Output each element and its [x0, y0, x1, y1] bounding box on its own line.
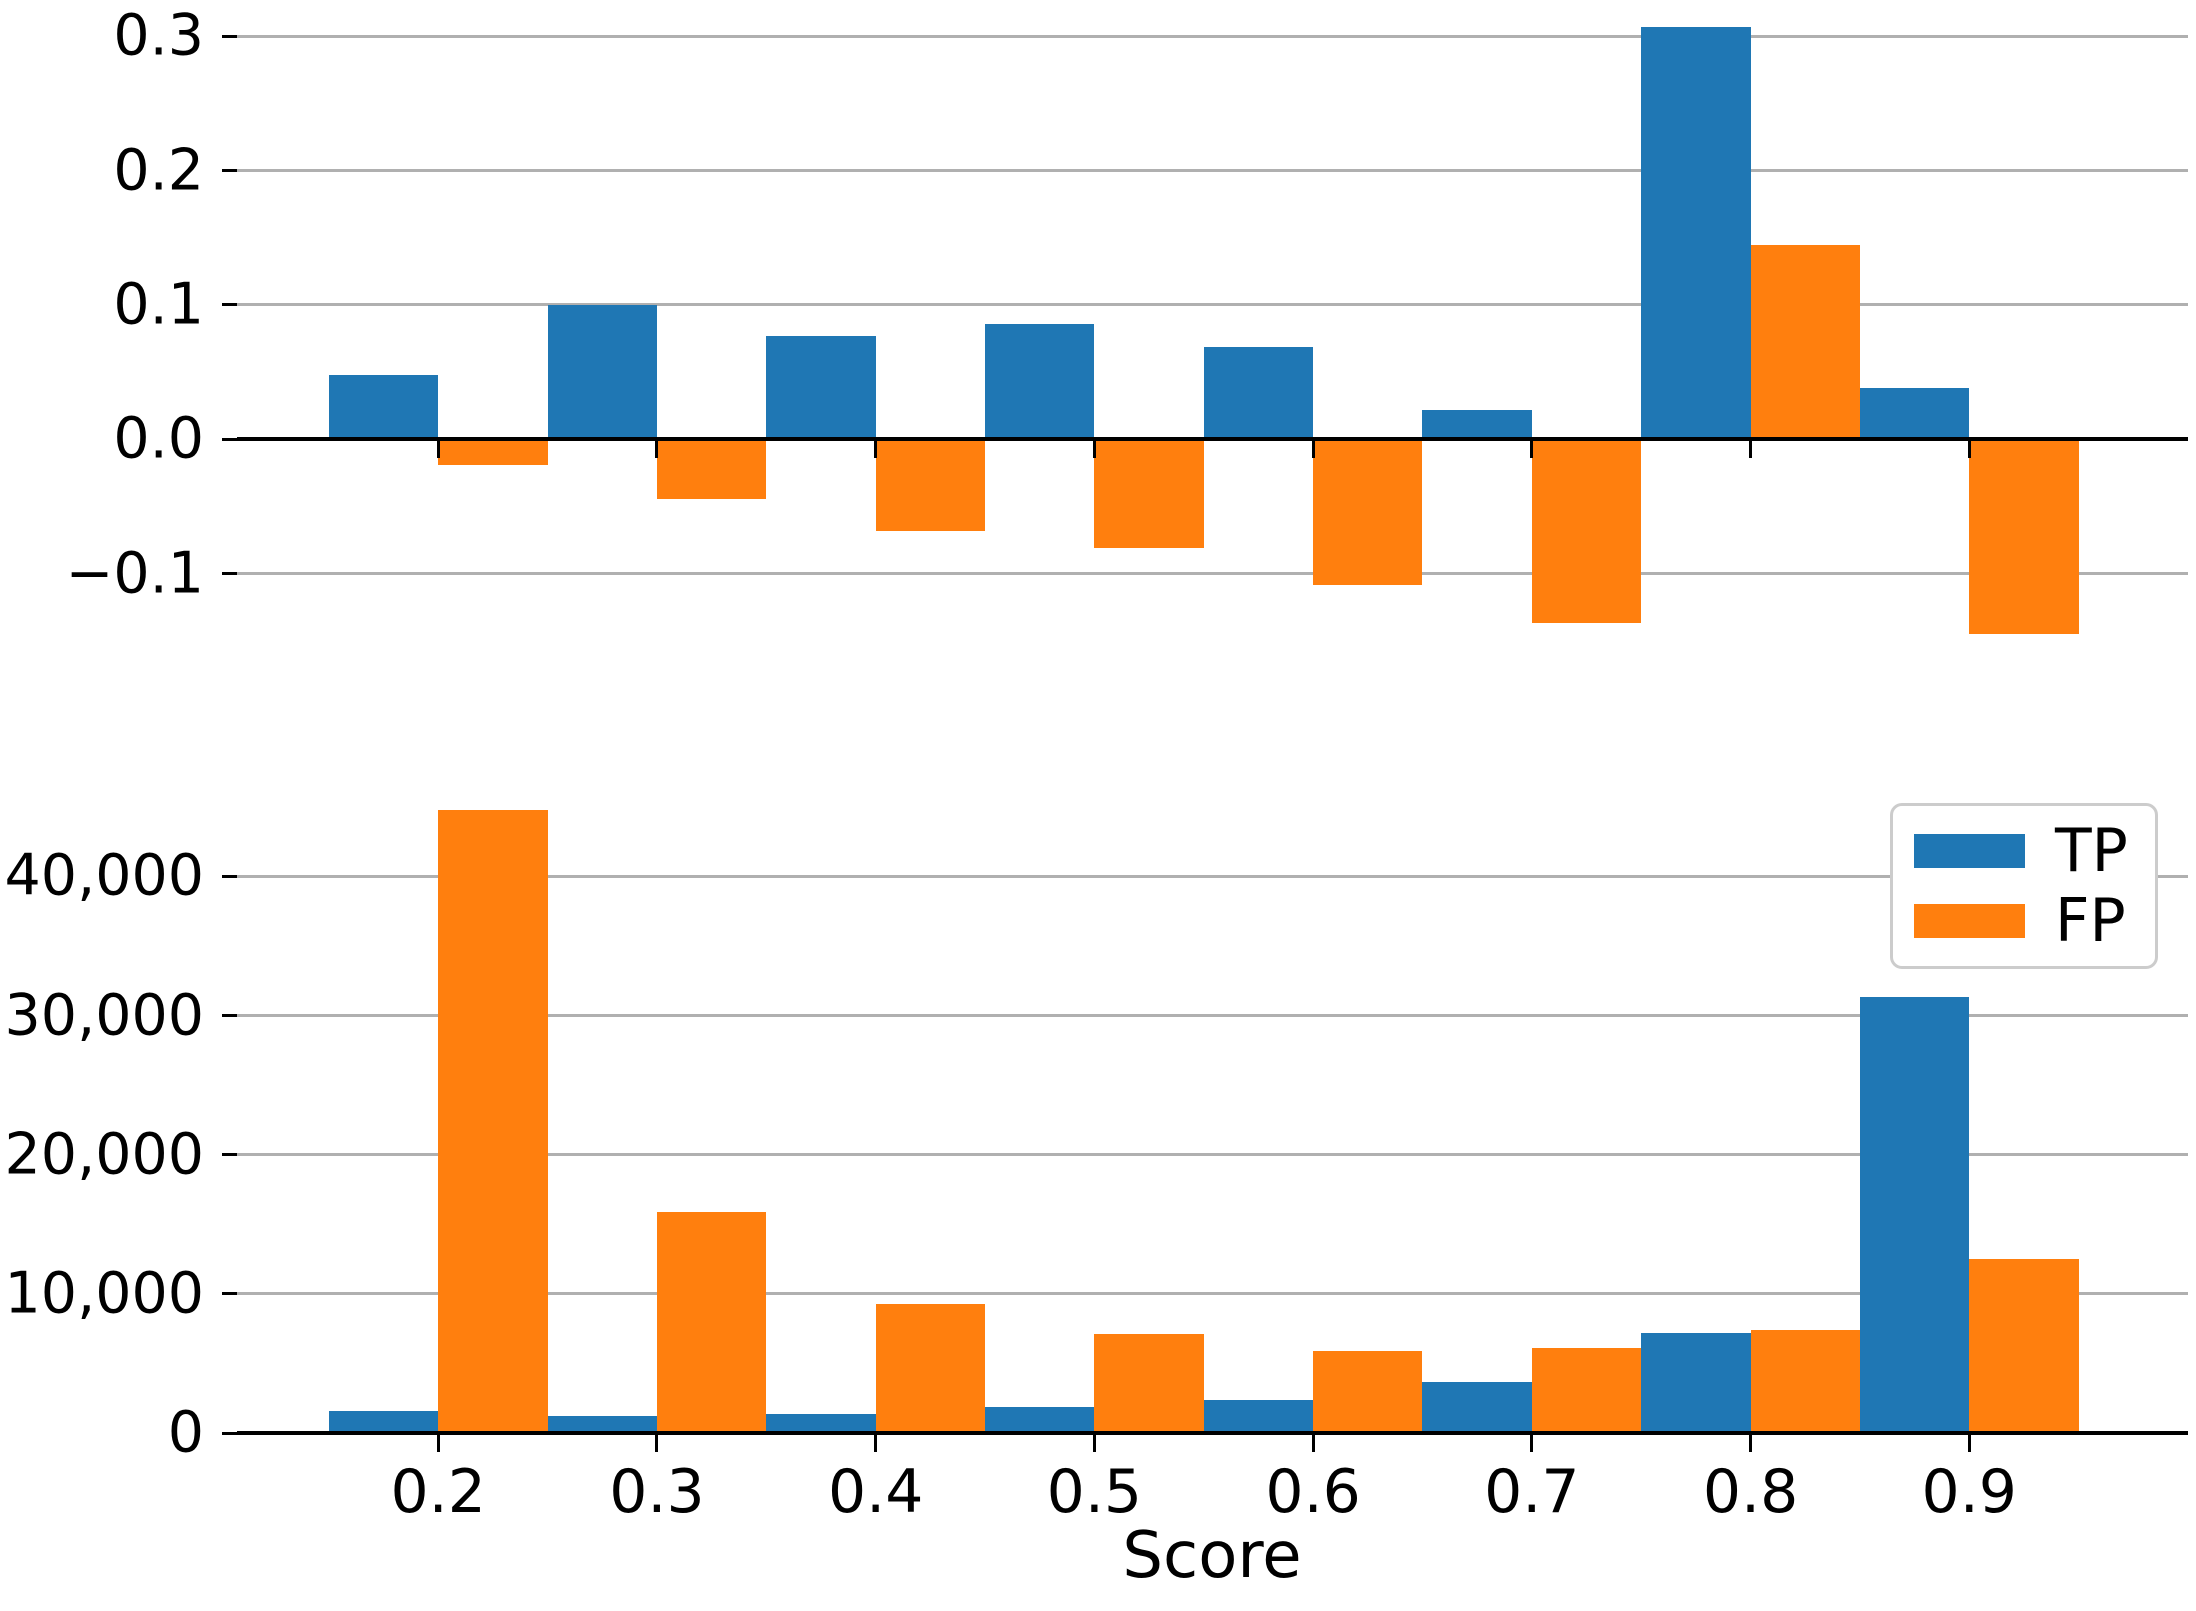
gridline-y-10,000	[237, 1292, 2188, 1296]
bar-fp-0.6	[1313, 1350, 1423, 1433]
x-tick-label-0.7: 0.7	[1484, 1457, 1580, 1527]
gridline-y-0.1	[237, 303, 2188, 307]
bar-fp-0.5	[1094, 439, 1204, 549]
bar-tp-0.4	[766, 1413, 876, 1433]
legend-box: TP FP	[1890, 803, 2158, 969]
x-tick-0.7-top	[1530, 441, 1534, 459]
y-tick-20,000-bottom	[222, 1153, 237, 1157]
x-axis-title-score: Score	[1122, 1519, 1302, 1593]
bar-fp-0.6	[1313, 439, 1423, 585]
x-tick-0.3-top	[655, 441, 659, 459]
bar-fp-0.7	[1531, 439, 1642, 624]
bar-tp-0.7	[1422, 409, 1532, 440]
y-tick-40,000-bottom	[222, 874, 237, 878]
gridline-y-30,000	[237, 1014, 2188, 1017]
bar-fp-0.3	[656, 439, 767, 499]
x-tick-label-0.5: 0.5	[1046, 1457, 1143, 1527]
y-tick-30,000-bottom	[222, 1014, 237, 1017]
y-tick-label-30,000-bottom: 30,000	[4, 982, 204, 1048]
x-tick-0.9-top	[1967, 441, 1971, 459]
bar-tp-0.2	[328, 374, 439, 440]
legend-label-fp: FP	[2055, 885, 2126, 956]
bar-tp-0.8	[1641, 26, 1751, 440]
bar-fp-0.4	[875, 1303, 986, 1433]
y-tick-0.0-top	[222, 437, 237, 441]
y-tick-label-−0.1-top: −0.1	[65, 540, 204, 607]
y-tick-label-10,000-bottom: 10,000	[4, 1260, 204, 1327]
x-tick-0.8-top	[1749, 441, 1753, 459]
bar-tp-0.6	[1203, 1399, 1314, 1433]
bar-tp-0.2	[328, 1410, 439, 1433]
y-tick-label-0.2-top: 0.2	[113, 137, 204, 204]
y-tick-−0.1-top	[222, 572, 237, 576]
gridline-y-20,000	[237, 1153, 2188, 1157]
x-tick-0.5-bottom	[1092, 1435, 1096, 1452]
bar-fp-0.3	[656, 1211, 767, 1433]
x-tick-0.6-bottom	[1311, 1435, 1315, 1452]
gridline-y-0.3	[237, 34, 2188, 38]
legend-row-fp: FP	[1893, 891, 2155, 951]
x-axis-line-top	[237, 437, 2188, 442]
x-tick-0.3-bottom	[655, 1435, 659, 1452]
bar-tp-0.6	[1203, 346, 1314, 440]
x-tick-0.2-bottom	[436, 1435, 440, 1452]
y-tick-label-0.1-top: 0.1	[113, 271, 204, 338]
bar-fp-0.8	[1750, 244, 1860, 440]
fp-color-swatch	[1914, 903, 2025, 938]
x-tick-label-0.9: 0.9	[1921, 1457, 2017, 1527]
plot-area-top	[237, 8, 2188, 645]
bar-tp-0.9	[1859, 388, 1970, 440]
y-tick-label-0.0-top: 0.0	[113, 405, 204, 472]
x-tick-label-0.4: 0.4	[827, 1457, 924, 1527]
gridline-y-40,000	[237, 874, 2188, 878]
y-tick-0.3-top	[222, 34, 237, 38]
bar-fp-0.9	[1969, 439, 2079, 635]
x-tick-label-0.6: 0.6	[1265, 1457, 1361, 1527]
x-tick-label-0.8: 0.8	[1702, 1457, 1799, 1527]
gridline-y-0.2	[237, 169, 2188, 173]
gridline-y-−0.1	[237, 572, 2188, 576]
y-tick-label-0.3-top: 0.3	[113, 2, 204, 69]
bar-tp-0.9	[1859, 997, 1970, 1433]
y-tick-0-bottom	[222, 1431, 237, 1435]
x-tick-0.2-top	[436, 441, 440, 459]
plot-area-bottom	[237, 765, 2188, 1452]
legend-label-tp: TP	[2055, 816, 2128, 887]
x-tick-0.7-bottom	[1530, 1435, 1534, 1452]
y-tick-0.1-top	[222, 303, 237, 307]
bar-fp-0.2	[438, 439, 548, 465]
x-tick-0.4-top	[874, 441, 878, 459]
bar-fp-0.8	[1750, 1330, 1860, 1433]
x-tick-label-0.3: 0.3	[609, 1457, 705, 1527]
bar-fp-0.7	[1531, 1348, 1642, 1433]
bar-tp-0.5	[985, 1406, 1095, 1433]
bar-fp-0.4	[875, 439, 986, 531]
bar-tp-0.8	[1641, 1332, 1751, 1433]
x-axis-line-bottom	[237, 1431, 2188, 1435]
bar-fp-0.5	[1094, 1334, 1204, 1433]
bar-fp-0.9	[1969, 1259, 2079, 1433]
x-tick-label-0.2: 0.2	[390, 1457, 486, 1527]
bar-tp-0.3	[547, 1416, 657, 1433]
y-tick-label-20,000-bottom: 20,000	[4, 1121, 204, 1188]
x-tick-0.4-bottom	[874, 1435, 878, 1452]
y-tick-label-40,000-bottom: 40,000	[4, 842, 204, 909]
tp-color-swatch	[1914, 834, 2025, 869]
legend-row-tp: TP	[1893, 821, 2155, 881]
y-tick-label-0-bottom: 0	[167, 1399, 204, 1466]
bar-tp-0.3	[547, 304, 657, 440]
bar-tp-0.7	[1422, 1381, 1532, 1433]
y-tick-0.2-top	[222, 169, 237, 173]
y-tick-10,000-bottom	[222, 1292, 237, 1296]
x-tick-0.6-top	[1311, 441, 1315, 459]
bar-tp-0.5	[985, 323, 1095, 440]
bar-tp-0.4	[766, 335, 876, 440]
x-tick-0.8-bottom	[1749, 1435, 1753, 1452]
x-tick-0.9-bottom	[1967, 1435, 1971, 1452]
bar-fp-0.2	[438, 809, 548, 1433]
x-tick-0.5-top	[1092, 441, 1096, 459]
